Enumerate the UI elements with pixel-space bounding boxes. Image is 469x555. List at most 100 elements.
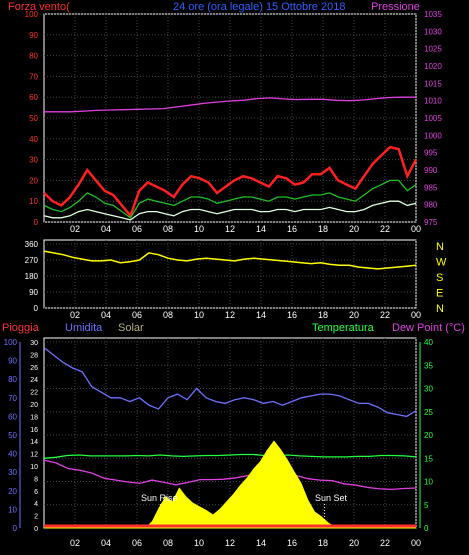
- y-solar-tick-label: 20: [30, 402, 38, 409]
- y-solar-tick-label: 6: [34, 489, 38, 496]
- x-tick-label: 22: [380, 538, 390, 548]
- y-solar-tick-label: 24: [30, 377, 38, 384]
- y-solar-tick-label: 4: [34, 501, 38, 508]
- y-umidita-tick-label: 100: [4, 338, 18, 347]
- x-tick-label: 08: [163, 538, 173, 548]
- x-tick-label: 12: [225, 310, 235, 320]
- y-dir-tick-label: 270: [25, 256, 39, 265]
- x-tick-label: 04: [101, 310, 111, 320]
- series-temperatura: [43, 453, 417, 459]
- y-right-tick-label: 1020: [424, 62, 442, 71]
- x-tick-label: 02: [70, 310, 80, 320]
- pioggia-label: Pioggia: [2, 322, 40, 334]
- x-tick-label: 08: [163, 310, 173, 320]
- series-min: [43, 200, 417, 221]
- y-solar-tick-label: 28: [30, 352, 38, 359]
- y-temp-tick-label: 25: [424, 408, 433, 417]
- wind-force-label: Forza vento(: [8, 1, 70, 13]
- pressure-label: Pressione: [371, 1, 420, 13]
- y-temp-tick-label: 40: [424, 338, 433, 347]
- x-tick-label: 22: [380, 310, 390, 320]
- series-direzione: [43, 250, 417, 270]
- sun-set-annotation: Sun Set: [315, 493, 348, 503]
- grid-lines: [44, 13, 417, 529]
- y-temp-tick-label: 15: [424, 454, 433, 463]
- y-umidita-tick-label: 50: [8, 431, 17, 440]
- axis-ticks: 02 04 06 08 10 12 14 16 18 20 22 000102030405060708…: [4, 10, 447, 548]
- x-tick-label: 22: [380, 224, 390, 234]
- x-tick-label: 06: [132, 538, 142, 548]
- x-tick-label: 20: [349, 310, 359, 320]
- x-tick-label: 04: [101, 224, 111, 234]
- cardinal-label: S: [436, 272, 443, 284]
- y-solar-tick-label: 26: [30, 365, 38, 372]
- y-umidita-tick-label: 30: [8, 468, 17, 477]
- y-dir-tick-label: 90: [29, 288, 38, 297]
- series-lines: [43, 96, 418, 529]
- y-dir-tick-label: 0: [34, 304, 39, 313]
- x-tick-label: 12: [225, 224, 235, 234]
- y-umidita-tick-label: 0: [13, 524, 18, 533]
- y-umidita-tick-label: 70: [8, 394, 17, 403]
- series-solar: [44, 440, 416, 529]
- x-tick-label: 16: [287, 224, 297, 234]
- y-right-tick-label: 1010: [424, 97, 442, 106]
- sun-rise-annotation: Sun Rise: [141, 493, 178, 503]
- x-tick-label: 10: [194, 224, 204, 234]
- y-temp-tick-label: 0: [424, 524, 429, 533]
- y-right-tick-label: 975: [424, 218, 438, 227]
- cardinal-label: E: [436, 288, 443, 300]
- cardinal-label: W: [436, 257, 447, 269]
- y-right-tick-label: 980: [424, 201, 438, 210]
- x-tick-label: 18: [318, 310, 328, 320]
- x-tick-label: 18: [318, 538, 328, 548]
- y-solar-tick-label: 2: [34, 514, 38, 521]
- cardinal-label: N: [436, 303, 444, 315]
- dew-point-label: Dew Point (°C): [392, 322, 465, 334]
- y-solar-tick-label: 12: [30, 452, 38, 459]
- y-right-tick-label: 1035: [424, 10, 442, 19]
- y-solar-tick-label: 30: [30, 340, 38, 347]
- y-left-tick-label: 10: [29, 197, 38, 206]
- x-tick-label: 02: [70, 538, 80, 548]
- y-left-tick-label: 0: [34, 218, 39, 227]
- y-solar-tick-label: 22: [30, 390, 38, 397]
- series-dew_point: [43, 459, 417, 491]
- series-pressione: [44, 96, 416, 113]
- y-dir-tick-label: 360: [25, 240, 39, 249]
- x-tick-label: 16: [287, 538, 297, 548]
- y-right-tick-label: 1000: [424, 131, 442, 140]
- x-tick-label: 20: [349, 224, 359, 234]
- y-right-tick-label: 985: [424, 183, 438, 192]
- y-dir-tick-label: 180: [25, 272, 39, 281]
- y-umidita-tick-label: 10: [8, 505, 17, 514]
- x-tick-label: 00: [411, 310, 421, 320]
- y-left-tick-label: 20: [29, 176, 38, 185]
- y-right-tick-label: 1025: [424, 45, 442, 54]
- solar-label: Solar: [118, 322, 144, 334]
- y-temp-tick-label: 10: [424, 478, 433, 487]
- y-solar-tick-label: 16: [30, 427, 38, 434]
- y-solar-tick-label: 18: [30, 414, 38, 421]
- chart-title: 24 ore (ora legale) 15 Ottobre 2018: [173, 1, 345, 13]
- x-tick-label: 14: [256, 538, 266, 548]
- x-tick-label: 00: [411, 538, 421, 548]
- y-solar-tick-label: 10: [30, 464, 38, 471]
- y-right-tick-label: 1005: [424, 114, 442, 123]
- x-tick-label: 04: [101, 538, 111, 548]
- x-tick-label: 06: [132, 224, 142, 234]
- x-tick-label: 16: [287, 310, 297, 320]
- y-left-tick-label: 60: [29, 93, 38, 102]
- y-solar-tick-label: 8: [34, 476, 38, 483]
- y-left-tick-label: 90: [29, 31, 38, 40]
- y-left-tick-label: 100: [25, 10, 39, 19]
- series-avg: [43, 179, 417, 219]
- x-tick-label: 00: [411, 224, 421, 234]
- x-tick-label: 14: [256, 224, 266, 234]
- y-left-tick-label: 30: [29, 156, 38, 165]
- y-umidita-tick-label: 80: [8, 375, 17, 384]
- umidita-label: Umidita: [65, 322, 103, 334]
- y-umidita-tick-label: 90: [8, 357, 17, 366]
- y-temp-tick-label: 35: [424, 361, 433, 370]
